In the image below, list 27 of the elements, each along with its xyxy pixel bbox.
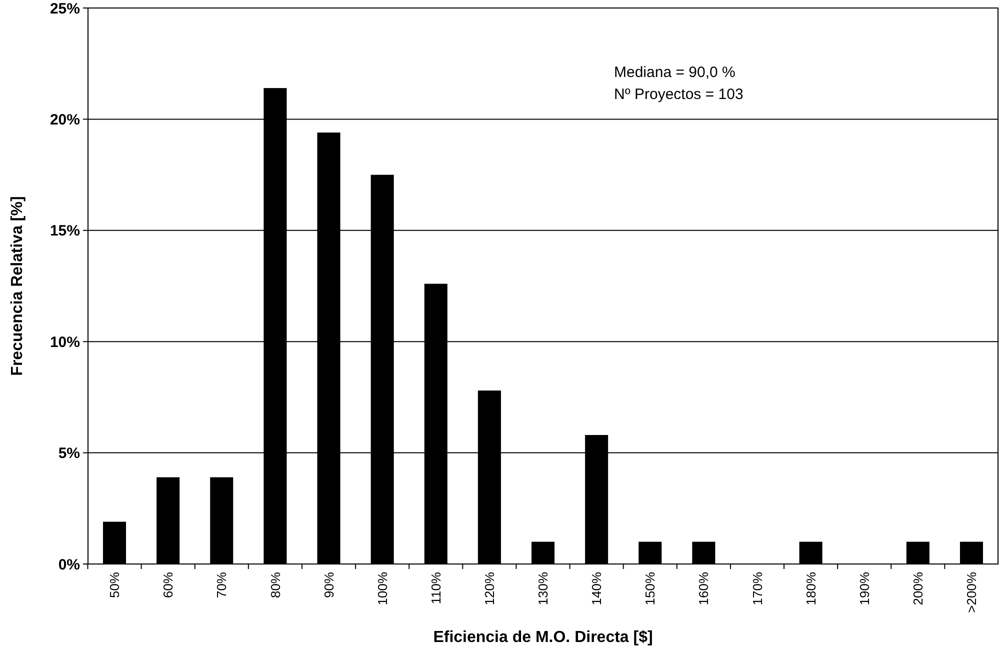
- y-tick-label: 0%: [58, 556, 80, 574]
- x-tick-label: 180%: [803, 572, 818, 606]
- y-axis-title: Frecuencia Relativa [%]: [9, 196, 26, 376]
- y-tick-label: 5%: [58, 445, 80, 462]
- x-tick-label: >200%: [964, 572, 980, 613]
- annotation: Mediana = 90,0 %: [614, 64, 736, 81]
- y-tick-label: 20%: [50, 111, 80, 128]
- x-tick-label: 50%: [107, 572, 122, 598]
- x-tick-label: 60%: [160, 572, 176, 598]
- x-tick-label: 150%: [642, 572, 658, 606]
- x-tick-label: 110%: [428, 572, 444, 604]
- x-tick-label: 120%: [482, 572, 497, 606]
- x-tick-label: 90%: [321, 572, 336, 598]
- x-tick-label: 160%: [696, 572, 712, 606]
- x-tick-label: 130%: [536, 572, 551, 606]
- y-tick-label: 25%: [50, 0, 80, 18]
- x-tick-label: 100%: [374, 572, 390, 606]
- y-tick-label: 15%: [50, 222, 80, 240]
- x-tick-label: 140%: [589, 572, 604, 606]
- x-tick-label: 70%: [214, 572, 230, 598]
- y-tick-label: 10%: [50, 334, 80, 351]
- x-tick-label: 200%: [910, 572, 926, 606]
- x-axis-title: Eficiencia de M.O. Directa [$]: [433, 629, 653, 646]
- x-tick-label: 190%: [856, 572, 872, 606]
- x-tick-label: 170%: [750, 572, 765, 606]
- annotation: Nº Proyectos = 103: [614, 86, 744, 103]
- x-tick-label: 80%: [268, 572, 283, 598]
